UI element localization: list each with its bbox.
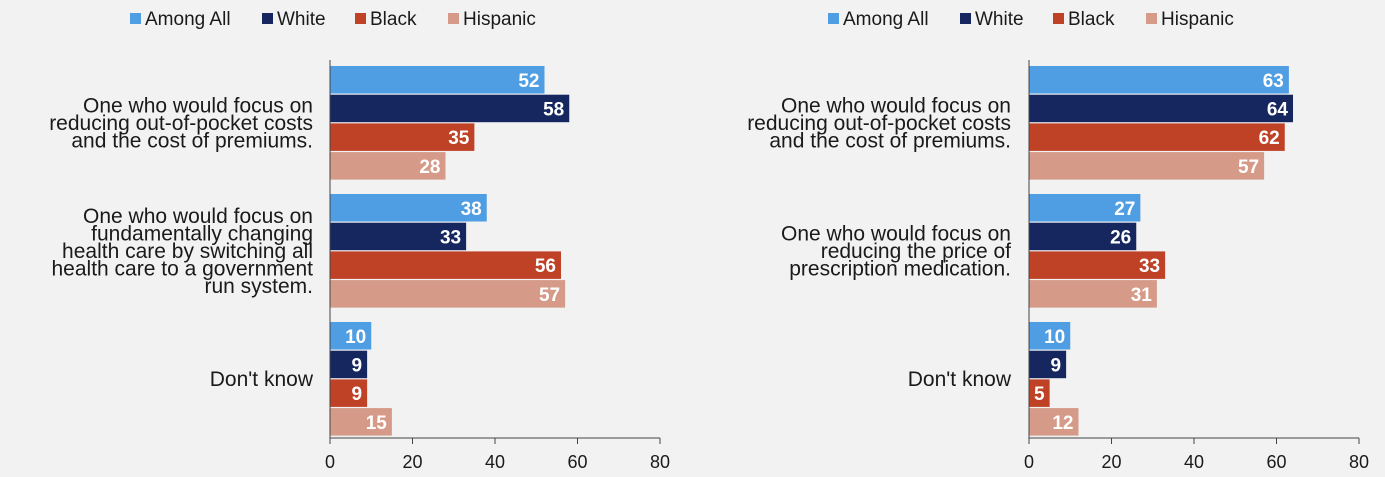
x-tick-label: 80 <box>650 452 670 472</box>
legend-swatch <box>960 13 971 24</box>
category-label: One who would focus on fundamentally chan… <box>52 205 314 298</box>
data-label: 35 <box>448 128 470 149</box>
legend-label: Among All <box>843 9 929 30</box>
legend-swatch <box>448 13 459 24</box>
category-label: Don't know <box>908 368 1012 391</box>
data-label: 10 <box>345 327 366 348</box>
bar <box>330 280 566 308</box>
legend-label: White <box>277 9 326 30</box>
legend-label: Hispanic <box>463 9 536 30</box>
data-label: 15 <box>366 413 388 434</box>
x-tick-label: 0 <box>325 452 335 472</box>
bar <box>330 152 446 180</box>
legend-swatch <box>1053 13 1064 24</box>
category-label: Don't know <box>210 368 314 391</box>
bar <box>330 66 545 94</box>
legend-label: White <box>975 9 1024 30</box>
legend-swatch <box>355 13 366 24</box>
x-tick-label: 20 <box>1101 452 1121 472</box>
bar <box>1029 251 1166 279</box>
bar <box>1029 408 1079 436</box>
data-label: 38 <box>461 199 482 220</box>
bar <box>330 222 467 251</box>
bar <box>330 408 392 436</box>
bar <box>330 94 570 123</box>
data-label: 27 <box>1114 199 1135 220</box>
bar <box>1029 152 1265 180</box>
legend: Among All White Black Hispanic <box>828 9 1234 30</box>
bar <box>1029 222 1137 251</box>
bar <box>330 322 372 350</box>
data-label: 33 <box>1139 256 1160 277</box>
data-label: 28 <box>419 157 440 178</box>
bar <box>1029 322 1071 350</box>
x-tick-label: 40 <box>485 452 505 472</box>
category-label: One who would focus on reducing the price… <box>781 222 1011 280</box>
bar <box>330 379 368 407</box>
legend: Among All White Black Hispanic <box>130 9 536 30</box>
data-label: 57 <box>539 285 560 306</box>
data-label: 33 <box>440 227 461 248</box>
x-tick-label: 60 <box>567 452 587 472</box>
data-label: 5 <box>1034 384 1045 405</box>
data-label: 64 <box>1267 99 1289 120</box>
data-label: 31 <box>1131 285 1153 306</box>
category-label: One who would focus on reducing out-of-po… <box>49 94 313 152</box>
bar <box>330 251 561 279</box>
category-label: One who would focus on reducing out-of-po… <box>747 94 1011 152</box>
data-label: 58 <box>543 99 564 120</box>
legend-label: Black <box>370 9 417 30</box>
bar <box>1029 94 1293 123</box>
bar <box>330 194 487 222</box>
legend-swatch <box>1146 13 1157 24</box>
data-label: 12 <box>1052 413 1073 434</box>
legend-swatch <box>828 13 839 24</box>
x-tick-label: 60 <box>1266 452 1286 472</box>
bar <box>330 350 368 379</box>
bar <box>330 123 475 151</box>
x-tick-label: 40 <box>1184 452 1204 472</box>
legend-label: Among All <box>145 9 231 30</box>
x-tick-label: 20 <box>402 452 422 472</box>
bar <box>1029 66 1289 94</box>
data-label: 63 <box>1263 71 1284 92</box>
x-tick-label: 80 <box>1349 452 1369 472</box>
x-tick-label: 0 <box>1024 452 1034 472</box>
data-label: 9 <box>352 355 363 376</box>
legend-swatch <box>262 13 273 24</box>
data-label: 62 <box>1259 128 1280 149</box>
bar <box>1029 194 1141 222</box>
bar <box>1029 379 1050 407</box>
bar <box>1029 123 1285 151</box>
data-label: 9 <box>1051 355 1062 376</box>
data-label: 26 <box>1110 227 1131 248</box>
bar <box>1029 280 1157 308</box>
legend-label: Hispanic <box>1161 9 1234 30</box>
data-label: 9 <box>352 384 363 405</box>
data-label: 56 <box>535 256 556 277</box>
legend-swatch <box>130 13 141 24</box>
bar <box>1029 350 1067 379</box>
data-label: 57 <box>1238 157 1259 178</box>
legend-label: Black <box>1068 9 1115 30</box>
data-label: 52 <box>518 71 539 92</box>
data-label: 10 <box>1044 327 1065 348</box>
